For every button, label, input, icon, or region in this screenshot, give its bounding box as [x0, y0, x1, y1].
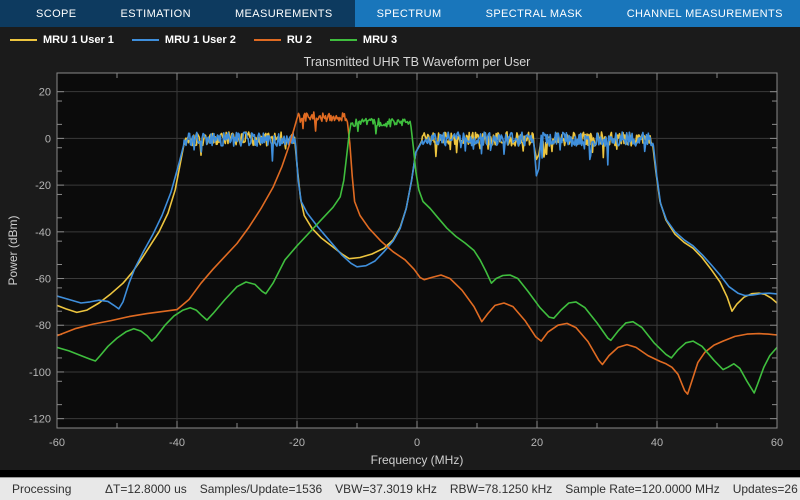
y-tick-label: -20 [35, 180, 51, 192]
x-tick-label: -40 [169, 437, 185, 449]
status-segment: Sample Rate=120.0000 MHz [565, 482, 719, 496]
status-segment: ΔT=12.8000 us [105, 482, 187, 496]
y-tick-label: 0 [45, 133, 51, 145]
tab-scope[interactable]: SCOPE [14, 0, 99, 27]
legend: MRU 1 User 1 MRU 1 User 2 RU 2 MRU 3 [0, 27, 800, 53]
spectrum-plot: -60 -40 -20 0 20 40 60 -120 -100 -80 -60 -40 -20 0 20 F… [0, 0, 800, 477]
x-tick-label: 0 [414, 437, 420, 449]
status-segment: VBW=37.3019 kHz [335, 482, 437, 496]
plot-title: Transmitted UHR TB Waveform per User [57, 55, 777, 69]
x-axis-label: Frequency (MHz) [371, 453, 464, 467]
legend-item-mru-3[interactable]: MRU 3 [330, 34, 397, 46]
x-tick-label: 60 [771, 437, 783, 449]
legend-line-swatch [132, 39, 159, 42]
tab-estimation[interactable]: ESTIMATION [99, 0, 213, 27]
legend-label: MRU 1 User 2 [165, 34, 236, 46]
x-tick-label: 20 [531, 437, 543, 449]
legend-item-ru-2[interactable]: RU 2 [254, 34, 312, 46]
legend-item-mru-1-user-2[interactable]: MRU 1 User 2 [132, 34, 236, 46]
y-tick-label: -40 [35, 227, 51, 239]
tab-channel-measurements[interactable]: CHANNEL MEASUREMENTS [605, 0, 800, 27]
tab-spectrum[interactable]: SPECTRUM [355, 0, 464, 27]
status-bar: Processing ΔT=12.8000 us Samples/Update=1… [0, 477, 800, 500]
legend-label: MRU 3 [363, 34, 397, 46]
x-tick-label: -60 [49, 437, 65, 449]
x-tick-label: 40 [651, 437, 663, 449]
tab-measurements[interactable]: MEASUREMENTS [213, 0, 355, 27]
legend-item-mru-1-user-1[interactable]: MRU 1 User 1 [10, 34, 114, 46]
y-tick-label: -60 [35, 274, 51, 286]
status-segment: Samples/Update=1536 [200, 482, 322, 496]
legend-line-swatch [330, 39, 357, 42]
legend-line-swatch [254, 39, 281, 42]
legend-label: RU 2 [287, 34, 312, 46]
tab-spectral-mask[interactable]: SPECTRAL MASK [464, 0, 605, 27]
legend-label: MRU 1 User 1 [43, 34, 114, 46]
y-tick-label: -120 [29, 414, 51, 426]
status-segments: ΔT=12.8000 us Samples/Update=1536 VBW=37.3… [105, 482, 800, 496]
tab-bar: SCOPEESTIMATIONMEASUREMENTSSPECTRUMSPECT… [0, 0, 800, 27]
y-tick-label: 20 [39, 87, 51, 99]
y-tick-label: -100 [29, 367, 51, 379]
legend-line-swatch [10, 39, 37, 42]
y-tick-label: -80 [35, 320, 51, 332]
status-segment: RBW=78.1250 kHz [450, 482, 552, 496]
y-axis-label: Power (dBm) [6, 215, 20, 285]
x-tick-label: -20 [289, 437, 305, 449]
status-segment: Updates=26 [733, 482, 798, 496]
status-state: Processing [12, 482, 105, 496]
